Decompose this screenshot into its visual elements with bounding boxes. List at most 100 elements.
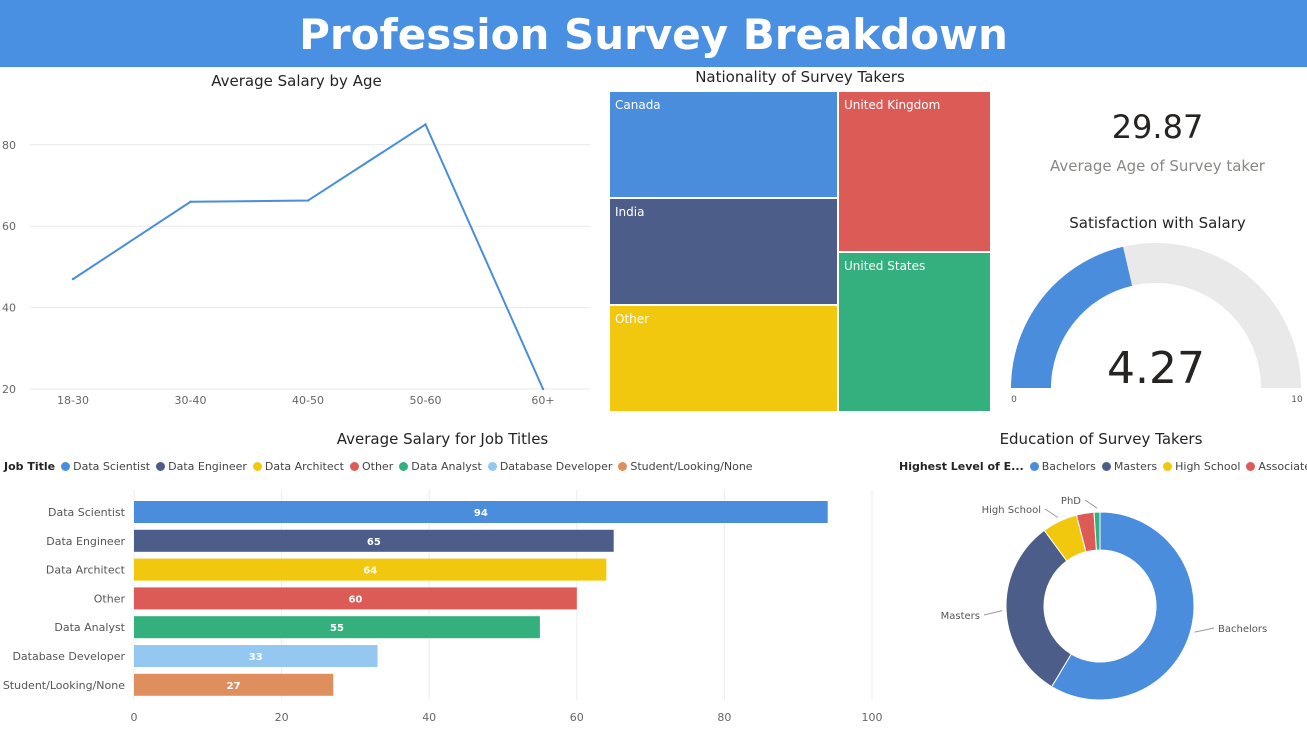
legend-dot-icon (487, 462, 497, 471)
bar (134, 501, 828, 523)
dashboard-title: Profession Survey Breakdown (299, 10, 1008, 59)
x-tick-label: 18-30 (57, 394, 89, 407)
treemap-label: Canada (615, 98, 661, 112)
leader-line (983, 610, 1003, 616)
treemap-cell-canada[interactable]: Canada (609, 91, 838, 198)
legend-item[interactable]: Masters (1101, 460, 1158, 473)
gauge-max-label: 10 (1291, 395, 1303, 405)
data-point (424, 123, 427, 126)
legend-dot-icon (156, 462, 166, 471)
legend-label: Data Architect (264, 460, 344, 473)
gauge-value-arc (1011, 246, 1133, 388)
legend-item[interactable]: Database Developer (487, 460, 613, 473)
legend-label: Data Analyst (411, 460, 482, 473)
data-point (189, 200, 192, 203)
data-label: 60 (348, 594, 362, 605)
legend-item[interactable]: Student/Looking/None (618, 460, 753, 473)
y-tick-label: 60 (2, 220, 16, 233)
data-point (306, 199, 310, 202)
donut-slice (1051, 511, 1195, 701)
legend-label: Student/Looking/None (630, 460, 753, 473)
bar (134, 645, 378, 667)
legend-label: Data Scientist (73, 460, 151, 473)
treemap-label: United Kingdom (844, 98, 941, 112)
slice-label: Bachelors (1218, 624, 1267, 635)
legend-item[interactable]: Other (349, 460, 394, 473)
data-label: 94 (474, 508, 488, 519)
satisfaction-gauge: 4.27 0 10 (1011, 243, 1303, 405)
education-donut-chart: Bachelors Masters High School PhD (941, 496, 1267, 701)
treemap-title: Nationality of Survey Takers (695, 68, 905, 86)
salary-by-age-chart: 20 40 60 80 18-30 30-40 40-50 50-60 60+ (2, 122, 590, 407)
gauge-value-label: 4.27 (1107, 343, 1205, 394)
data-label: 55 (330, 623, 344, 634)
y-tick-label: 20 (2, 383, 16, 396)
legend-label: Associates (1258, 460, 1307, 473)
gauge-min-label: 0 (1011, 395, 1017, 405)
leader-line (1084, 499, 1098, 509)
line-chart-title: Average Salary by Age (211, 72, 382, 90)
legend-label: Other (361, 460, 394, 473)
legend-dot-icon (252, 462, 262, 471)
x-tick-label: 40 (422, 711, 436, 724)
legend-dot-icon (1163, 462, 1173, 471)
legend-item[interactable]: Data Scientist (61, 460, 150, 473)
treemap-cell-united-kingdom[interactable]: United Kingdom (838, 91, 991, 252)
y-tick-label: 40 (2, 302, 16, 315)
bar-chart-title: Average Salary for Job Titles (336, 430, 549, 448)
avg-age-label: Average Age of Survey taker (1050, 157, 1265, 175)
x-tick-label: 50-60 (410, 394, 442, 407)
bar (134, 587, 577, 610)
x-tick-label: 80 (717, 711, 731, 724)
x-tick-label: 60+ (531, 394, 554, 407)
data-label: 65 (367, 537, 381, 548)
category-label: Student/Looking/None (3, 679, 125, 692)
legend-dot-icon (1029, 462, 1039, 471)
data-label: 33 (249, 652, 263, 663)
legend-item[interactable]: Data Engineer (156, 460, 247, 473)
gauge-background-arc (1123, 243, 1301, 388)
treemap-label: United States (844, 259, 926, 273)
bar (134, 529, 614, 552)
data-point (541, 387, 545, 391)
slice-label: High School (982, 505, 1041, 516)
treemap-label: India (615, 205, 645, 219)
legend-dot-icon (349, 462, 359, 471)
data-point (71, 277, 75, 281)
legend-label: Database Developer (499, 460, 613, 473)
x-tick-label: 40-50 (292, 394, 324, 407)
treemap-label: Other (615, 312, 650, 326)
treemap-cell-other[interactable]: Other (609, 305, 838, 412)
data-label: 64 (363, 566, 377, 577)
donut-title: Education of Survey Takers (999, 430, 1203, 448)
legend-dot-icon (399, 462, 409, 471)
category-label: Data Architect (46, 564, 126, 577)
legend-title: Job Title (4, 460, 56, 473)
avg-age-value: 29.87 (1111, 108, 1204, 146)
series-line (72, 122, 544, 390)
slice-label: Masters (941, 611, 980, 622)
legend-title: Highest Level of E... (899, 460, 1024, 473)
x-tick-label: 20 (275, 711, 289, 724)
treemap-cell-united-states[interactable]: United States (838, 252, 991, 412)
category-label: Data Scientist (48, 506, 126, 519)
x-tick-label: 0 (131, 711, 138, 724)
legend-item[interactable]: Data Architect (252, 460, 344, 473)
legend-item[interactable]: Data Analyst (399, 460, 482, 473)
bar (134, 616, 540, 639)
treemap-cell-india[interactable]: India (609, 198, 838, 305)
legend-label: Masters (1113, 460, 1158, 473)
leader-line (1044, 508, 1059, 518)
legend-item[interactable]: Bachelors (1029, 460, 1096, 473)
header-bar: Profession Survey Breakdown (0, 0, 1307, 67)
job-title-legend: Job Title Data Scientist Data Engineer Dat… (4, 460, 759, 473)
salary-by-job-chart: 0 20 40 60 80 100 Data Scientist 94 Data Enginee… (3, 490, 883, 724)
legend-dot-icon (618, 462, 628, 471)
legend-item[interactable]: Associates (1246, 460, 1307, 473)
donut-slice (1005, 529, 1072, 688)
category-label: Database Developer (12, 650, 125, 663)
slice-label: PhD (1061, 496, 1081, 507)
legend-dot-icon (1246, 462, 1256, 471)
legend-item[interactable]: High School (1163, 460, 1240, 473)
bar (134, 673, 334, 696)
